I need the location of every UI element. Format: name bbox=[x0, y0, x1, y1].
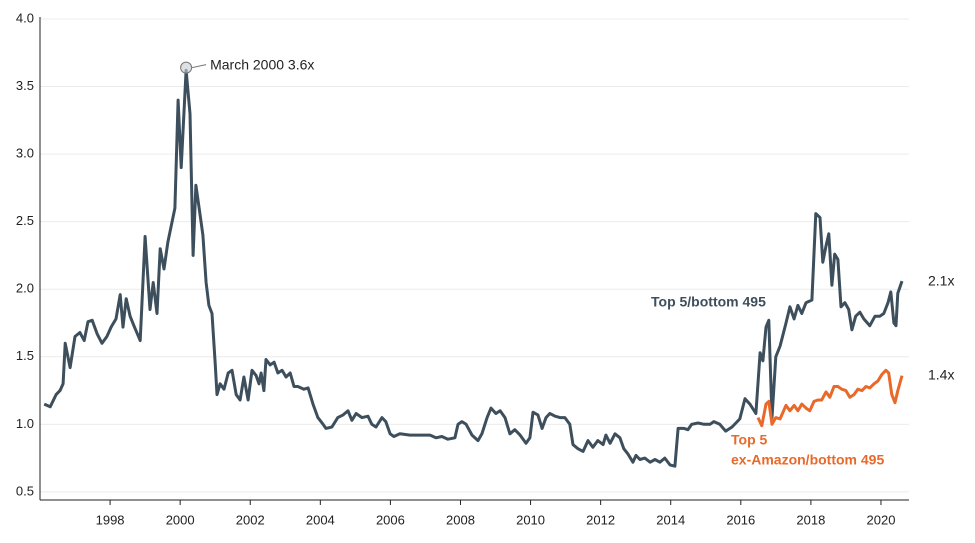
y-tick-label: 1.5 bbox=[16, 348, 34, 363]
series-label: Top 5 bbox=[731, 432, 768, 448]
x-tick-label: 2004 bbox=[306, 512, 335, 527]
x-tick-label: 2014 bbox=[656, 512, 685, 527]
x-tick-label: 2006 bbox=[376, 512, 405, 527]
y-tick-label: 2.0 bbox=[16, 281, 34, 296]
x-tick-label: 1998 bbox=[96, 512, 125, 527]
y-tick-label: 2.5 bbox=[16, 213, 34, 228]
annotation-marker bbox=[180, 61, 193, 74]
series-label: Top 5/bottom 495 bbox=[651, 294, 766, 310]
y-tick-label: 1.0 bbox=[16, 416, 34, 431]
y-tick-label: 0.5 bbox=[16, 483, 34, 498]
x-tick-label: 2000 bbox=[166, 512, 195, 527]
end-label: 2.1x bbox=[928, 273, 954, 289]
end-label: 1.4x bbox=[928, 367, 954, 383]
series-label: ex-Amazon/bottom 495 bbox=[731, 452, 884, 468]
x-tick-label: 2016 bbox=[726, 512, 755, 527]
annotation-leader bbox=[192, 64, 207, 69]
x-tick-label: 2008 bbox=[446, 512, 475, 527]
x-tick-label: 2012 bbox=[586, 512, 615, 527]
y-tick-label: 4.0 bbox=[16, 10, 34, 25]
y-tick-label: 3.5 bbox=[16, 78, 34, 93]
x-tick-label: 2020 bbox=[867, 512, 896, 527]
y-tick-label: 3.0 bbox=[16, 146, 34, 161]
annotation-text: March 2000 3.6x bbox=[210, 56, 314, 72]
series-line bbox=[43, 68, 904, 468]
series-line bbox=[756, 368, 904, 428]
x-tick-label: 2018 bbox=[796, 512, 825, 527]
x-tick-label: 2010 bbox=[516, 512, 545, 527]
x-tick-label: 2002 bbox=[236, 512, 265, 527]
